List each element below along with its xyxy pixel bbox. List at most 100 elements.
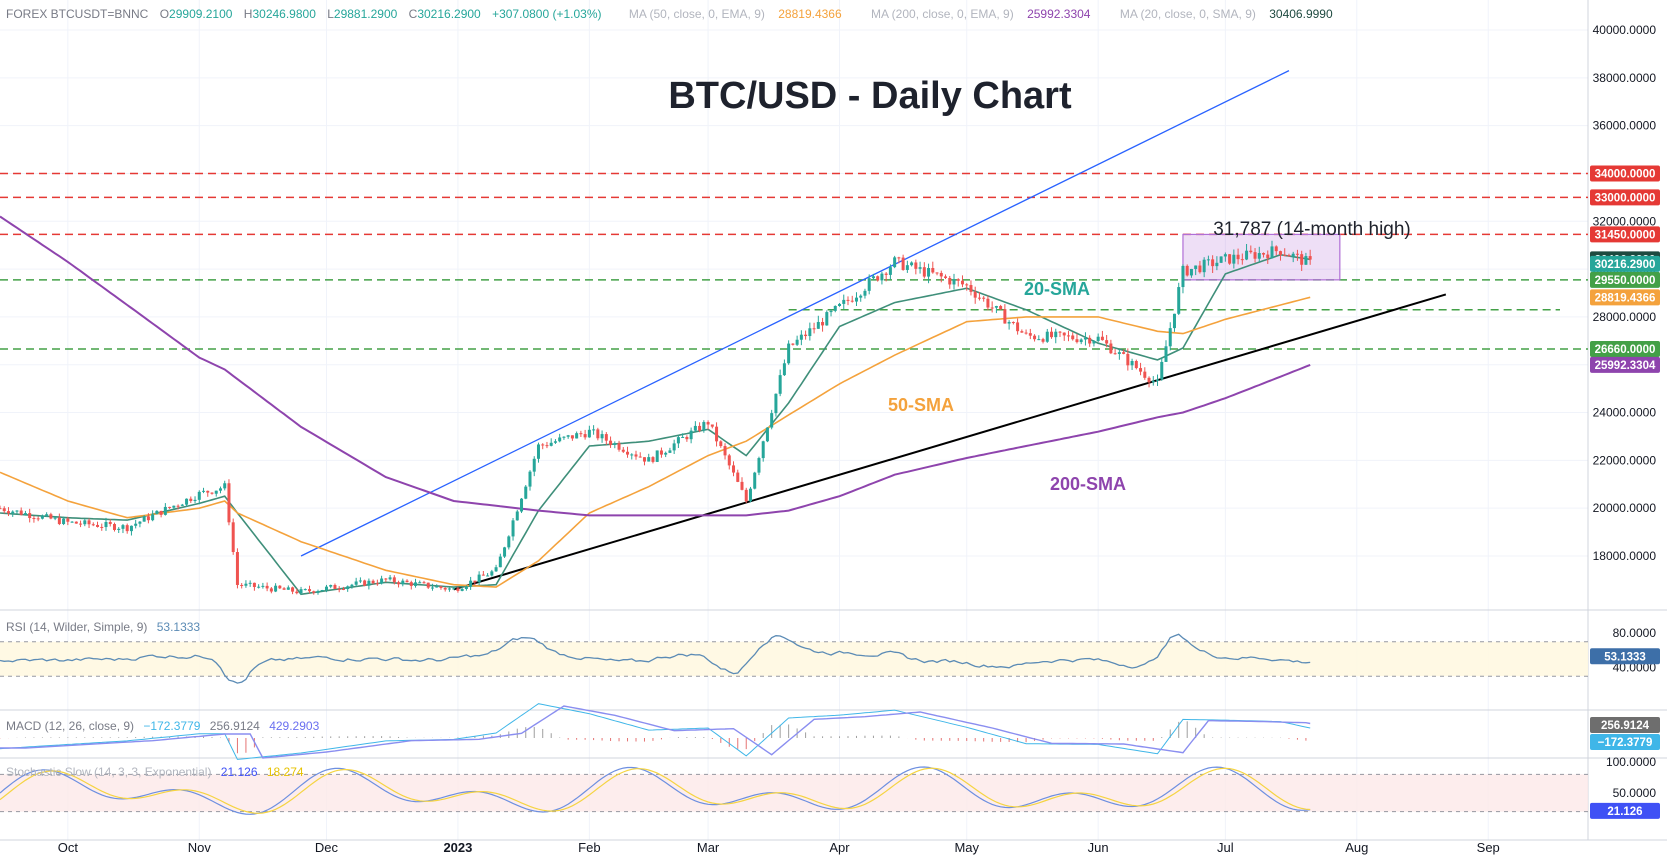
candle[interactable] bbox=[477, 571, 481, 586]
candle[interactable] bbox=[244, 580, 248, 588]
candle[interactable] bbox=[74, 521, 78, 524]
candle[interactable] bbox=[592, 425, 596, 435]
candle[interactable] bbox=[1007, 320, 1011, 330]
candle[interactable] bbox=[278, 585, 282, 590]
candle[interactable] bbox=[664, 451, 668, 458]
candle[interactable] bbox=[1100, 330, 1104, 341]
candle[interactable] bbox=[651, 456, 655, 464]
candle[interactable] bbox=[867, 274, 871, 295]
candle[interactable] bbox=[727, 453, 731, 470]
candle[interactable] bbox=[397, 580, 401, 588]
candle[interactable] bbox=[481, 571, 485, 576]
candle[interactable] bbox=[765, 427, 769, 443]
candle[interactable] bbox=[426, 582, 430, 589]
candle[interactable] bbox=[155, 510, 159, 515]
candle[interactable] bbox=[990, 301, 994, 313]
candle[interactable] bbox=[210, 492, 214, 495]
candle[interactable] bbox=[392, 575, 396, 585]
candle[interactable] bbox=[617, 440, 621, 452]
candle[interactable] bbox=[812, 322, 816, 334]
candle[interactable] bbox=[202, 487, 206, 494]
candle[interactable] bbox=[1240, 253, 1244, 265]
candle[interactable] bbox=[583, 429, 587, 440]
candle[interactable] bbox=[693, 421, 697, 432]
candle[interactable] bbox=[261, 582, 265, 589]
candle[interactable] bbox=[1249, 245, 1253, 254]
candle[interactable] bbox=[774, 393, 778, 417]
candle[interactable] bbox=[986, 295, 990, 311]
candle[interactable] bbox=[303, 588, 307, 591]
candle[interactable] bbox=[871, 273, 875, 281]
candle[interactable] bbox=[753, 471, 757, 490]
candle[interactable] bbox=[787, 340, 791, 365]
candle[interactable] bbox=[655, 450, 659, 463]
candle[interactable] bbox=[168, 506, 172, 509]
candle[interactable] bbox=[125, 523, 129, 534]
candle[interactable] bbox=[507, 535, 511, 550]
candle[interactable] bbox=[757, 456, 761, 476]
candle[interactable] bbox=[1253, 248, 1257, 263]
candle[interactable] bbox=[405, 579, 409, 583]
candle[interactable] bbox=[1266, 250, 1270, 264]
candle[interactable] bbox=[1088, 335, 1092, 347]
candle[interactable] bbox=[863, 288, 867, 299]
candle[interactable] bbox=[341, 586, 345, 591]
candle[interactable] bbox=[922, 262, 926, 279]
candle[interactable] bbox=[999, 304, 1003, 310]
candle[interactable] bbox=[460, 586, 464, 592]
candle[interactable] bbox=[159, 510, 163, 518]
candle[interactable] bbox=[138, 521, 142, 528]
candle[interactable] bbox=[291, 586, 295, 595]
candle[interactable] bbox=[927, 263, 931, 284]
candle[interactable] bbox=[299, 586, 303, 595]
candle[interactable] bbox=[833, 305, 837, 313]
candle[interactable] bbox=[723, 443, 727, 460]
candle[interactable] bbox=[49, 512, 53, 520]
candle[interactable] bbox=[685, 435, 689, 442]
candle[interactable] bbox=[1202, 257, 1206, 278]
candle[interactable] bbox=[1126, 348, 1130, 371]
candle[interactable] bbox=[897, 256, 901, 264]
candle[interactable] bbox=[1189, 268, 1193, 278]
candle[interactable] bbox=[1291, 251, 1295, 263]
candle[interactable] bbox=[452, 586, 456, 590]
candle[interactable] bbox=[668, 447, 672, 454]
candle[interactable] bbox=[596, 427, 600, 441]
candle[interactable] bbox=[129, 525, 133, 536]
candle[interactable] bbox=[439, 585, 443, 590]
candle[interactable] bbox=[1147, 376, 1151, 388]
candle[interactable] bbox=[108, 519, 112, 527]
candle[interactable] bbox=[414, 578, 418, 588]
candle[interactable] bbox=[197, 490, 201, 505]
candle[interactable] bbox=[944, 274, 948, 280]
candle[interactable] bbox=[732, 461, 736, 477]
candle[interactable] bbox=[825, 310, 829, 326]
candle[interactable] bbox=[176, 504, 180, 510]
candle[interactable] bbox=[1198, 260, 1202, 274]
candle[interactable] bbox=[736, 469, 740, 483]
candle[interactable] bbox=[1113, 349, 1117, 355]
time-axis[interactable]: Oct Nov Dec 2023 Feb Mar Apr May Jun Jul Aug Sep bbox=[58, 840, 1500, 855]
candle[interactable] bbox=[91, 522, 95, 527]
candle[interactable] bbox=[146, 513, 150, 524]
candle[interactable] bbox=[11, 510, 15, 517]
candle[interactable] bbox=[528, 470, 532, 491]
candle[interactable] bbox=[969, 280, 973, 296]
candle[interactable] bbox=[66, 516, 70, 526]
candle[interactable] bbox=[566, 434, 570, 439]
candle[interactable] bbox=[770, 409, 774, 430]
candle[interactable] bbox=[1071, 332, 1075, 341]
candle[interactable] bbox=[795, 335, 799, 346]
candle[interactable] bbox=[910, 261, 914, 267]
candle[interactable] bbox=[121, 523, 125, 534]
candle[interactable] bbox=[1117, 349, 1121, 360]
candle[interactable] bbox=[1160, 357, 1164, 381]
candle[interactable] bbox=[689, 427, 693, 444]
candle[interactable] bbox=[948, 275, 952, 289]
candle[interactable] bbox=[1050, 327, 1054, 339]
candle[interactable] bbox=[626, 446, 630, 458]
candle[interactable] bbox=[570, 435, 574, 441]
candle[interactable] bbox=[621, 447, 625, 454]
candle[interactable] bbox=[973, 286, 977, 304]
